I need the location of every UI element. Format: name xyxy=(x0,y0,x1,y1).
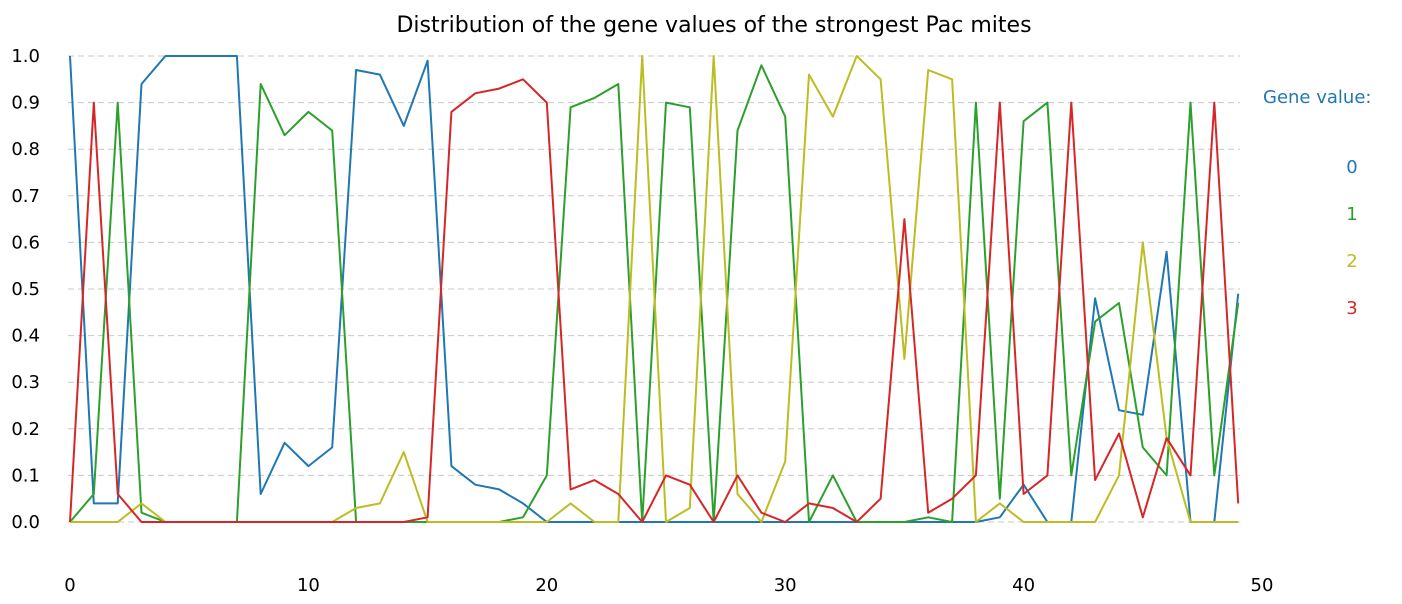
y-tick-label-2: 0.2 xyxy=(11,419,40,440)
y-tick-label-10: 1.0 xyxy=(11,46,40,67)
y-tick-label-4: 0.4 xyxy=(11,326,40,347)
x-tick-label-5: 50 xyxy=(1251,575,1274,596)
y-tick-label-9: 0.9 xyxy=(11,93,40,114)
legend-entry-2: 2 xyxy=(1346,251,1357,272)
series-line-0 xyxy=(69,55,1240,523)
y-tick-label-1: 0.1 xyxy=(11,465,40,486)
series-lines xyxy=(69,55,1240,523)
y-axis-ticks: 0.0 0.1 0.2 0.3 0.4 0.5 0.6 0.7 0.8 0.9 1.0 xyxy=(11,46,40,533)
y-tick-label-6: 0.6 xyxy=(11,232,40,253)
x-tick-label-3: 30 xyxy=(774,575,797,596)
legend-entry-1: 1 xyxy=(1346,204,1357,225)
y-tick-label-5: 0.5 xyxy=(11,279,40,300)
series-line-3 xyxy=(69,78,1240,523)
x-axis-ticks: 0 10 20 30 40 50 xyxy=(64,575,1273,596)
series-line-1 xyxy=(69,64,1240,523)
y-tick-label-0: 0.0 xyxy=(11,512,40,533)
y-tick-label-8: 0.8 xyxy=(11,139,40,160)
legend-entry-3: 3 xyxy=(1346,298,1357,319)
x-tick-label-0: 0 xyxy=(64,575,75,596)
legend-entry-0: 0 xyxy=(1346,157,1357,178)
x-tick-label-4: 40 xyxy=(1012,575,1035,596)
y-tick-label-7: 0.7 xyxy=(11,186,40,207)
x-tick-label-1: 10 xyxy=(297,575,320,596)
y-tick-label-3: 0.3 xyxy=(11,372,40,393)
legend: Gene value: 0 1 2 3 xyxy=(1263,87,1371,319)
chart-title: Distribution of the gene values of the s… xyxy=(396,13,1031,38)
x-tick-label-2: 20 xyxy=(535,575,558,596)
legend-title: Gene value: xyxy=(1263,87,1371,108)
